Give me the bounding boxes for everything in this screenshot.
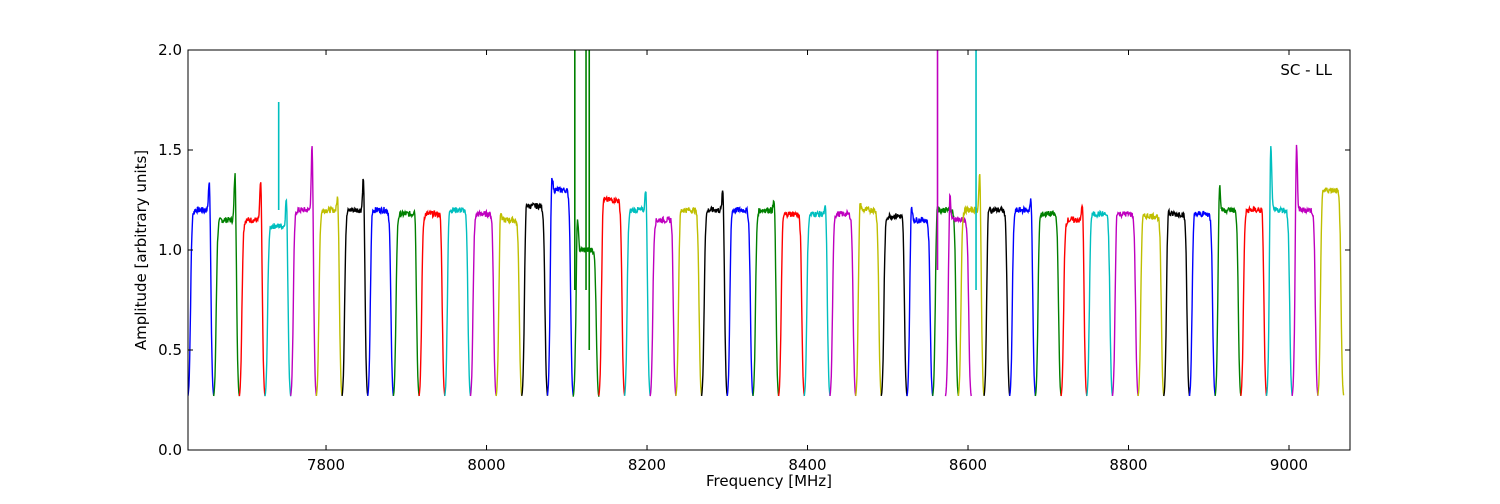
x-tick-label: 7800: [307, 456, 345, 474]
chart-annotation: SC - LL: [1280, 61, 1332, 79]
spectrum-channel-11: [444, 206, 472, 396]
spectrum-channel-34: [1009, 198, 1037, 396]
spectrum-channel-12: [469, 208, 497, 397]
x-tick-label: 8600: [949, 456, 987, 474]
y-tick-label: 1.0: [158, 241, 182, 259]
y-tick-label: 2.0: [158, 41, 182, 59]
y-tick-label: 0.0: [158, 441, 182, 459]
plot-frame: [187, 49, 1351, 451]
spectrum-channel-18: [623, 191, 651, 396]
spectrum-channel-41: [1188, 210, 1216, 396]
spectrum-channel-10: [418, 209, 446, 397]
x-tick-label: 8400: [788, 456, 826, 474]
spectrum-channel-13: [495, 212, 523, 397]
spectrum-channel-22: [726, 205, 754, 396]
x-tick-label: 8200: [628, 456, 666, 474]
spectrum-channel-35: [1034, 210, 1062, 397]
spectrum-channel-26: [829, 208, 857, 397]
spectrum-channel-28: [880, 211, 908, 397]
spectrum-channel-23: [752, 199, 780, 396]
spectrum-channel-43: [1240, 204, 1268, 396]
spectrum-channel-17: [598, 194, 626, 396]
spectrum-channel-15: [546, 177, 574, 396]
spectrum-channel-24: [777, 210, 805, 397]
spectrum-channel-7: [341, 178, 369, 396]
spectrum-channel-6: [315, 196, 343, 396]
spectrum-channel-46: [1317, 187, 1345, 396]
spectrum-channel-27: [855, 202, 882, 396]
x-axis-label: Frequency [MHz]: [706, 472, 832, 490]
spectrum-channel-9: [392, 208, 420, 397]
spectrum-channel-42: [1214, 185, 1242, 396]
spectrum-channel-38: [1111, 210, 1139, 396]
spectrum-channel-33: [983, 205, 1011, 396]
x-tick-label: 8800: [1109, 456, 1147, 474]
spectrum-channel-3: [238, 182, 266, 397]
spectrum-channel-40: [1163, 207, 1191, 397]
spectrum-channel-44: [1265, 146, 1293, 396]
spectrum-channel-14: [521, 201, 549, 396]
spectrum-channel-32: [957, 173, 985, 396]
spectrum-channel-1: [188, 182, 215, 396]
spectrum-channel-25: [803, 205, 831, 396]
spectrum-channel-29: [906, 206, 934, 397]
x-tick-label: 9000: [1270, 456, 1308, 474]
spectrum-channel-19: [649, 215, 677, 397]
spectrum-channel-20: [675, 206, 703, 396]
spectrum-channel-5: [290, 146, 318, 396]
spectrum-channel-45: [1291, 144, 1319, 396]
spectrum-channel-37: [1086, 209, 1114, 397]
spectrum-channel-36: [1060, 203, 1088, 397]
plot-area: [188, 50, 1350, 450]
spectrum-channel-21: [700, 190, 728, 396]
y-tick-label: 1.5: [158, 141, 182, 159]
x-tick-label: 8000: [467, 456, 505, 474]
spectrum-channel-2: [213, 173, 241, 397]
spectrum-channel-8: [367, 206, 395, 396]
y-tick-label: 0.5: [158, 341, 182, 359]
spectrum-channel-39: [1137, 211, 1165, 397]
spectrum-channel-4: [264, 198, 292, 397]
y-axis-label: Amplitude [arbitrary units]: [132, 150, 150, 350]
spectrum-channel-31: [944, 192, 972, 397]
